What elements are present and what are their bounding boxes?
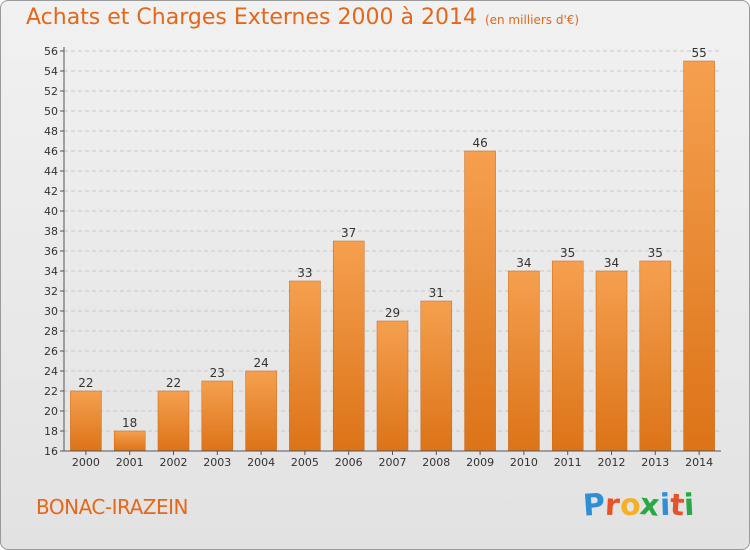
bar-2010 [508, 270, 540, 452]
x-tick-label-2000: 2000 [72, 456, 100, 469]
value-label-2011: 35 [560, 246, 575, 260]
y-tick-label: 18 [44, 425, 58, 438]
y-tick-label: 56 [44, 45, 58, 58]
value-label-2002: 22 [166, 376, 181, 390]
value-label-2005: 33 [297, 266, 312, 280]
y-tick-label: 42 [44, 185, 58, 198]
y-tick-label: 26 [44, 345, 58, 358]
value-label-2004: 24 [253, 356, 268, 370]
y-tick-label: 28 [44, 325, 58, 338]
bar-2002 [157, 390, 190, 452]
x-tick-label-2009: 2009 [466, 456, 494, 469]
bar-2009 [464, 150, 496, 452]
value-label-2000: 22 [78, 376, 93, 390]
value-label-2012: 34 [604, 256, 619, 270]
logo-letter: r [604, 487, 621, 524]
logo-letter: i [683, 487, 696, 524]
x-tick-label-2002: 2002 [160, 456, 188, 469]
x-tick-label-2012: 2012 [598, 456, 626, 469]
y-tick-label: 52 [44, 85, 58, 98]
y-tick-label: 40 [44, 205, 58, 218]
x-tick-label-2003: 2003 [203, 456, 231, 469]
x-tick-label-2008: 2008 [422, 456, 450, 469]
bar-2001 [113, 430, 146, 452]
x-tick-label-2004: 2004 [247, 456, 275, 469]
bar-2012 [595, 270, 628, 452]
bar-2007 [376, 320, 409, 452]
x-tick-label-2010: 2010 [510, 456, 538, 469]
y-tick-label: 20 [44, 405, 58, 418]
chart-subtitle: (en milliers d'€) [484, 13, 580, 27]
x-tick-label-2005: 2005 [291, 456, 319, 469]
y-tick-label: 32 [44, 285, 58, 298]
y-tick-label: 34 [44, 265, 58, 278]
logo-letter: P [581, 487, 607, 524]
value-label-2003: 23 [210, 366, 225, 380]
y-tick-label: 22 [44, 385, 58, 398]
x-tick-label-2013: 2013 [641, 456, 669, 469]
bar-2005 [289, 280, 321, 452]
chart-title-block: Achats et Charges Externes 2000 à 2014 (e… [26, 5, 579, 30]
x-tick-label-2001: 2001 [116, 456, 144, 469]
value-label-2013: 35 [648, 246, 663, 260]
chart-title: Achats et Charges Externes 2000 à 2014 [26, 5, 477, 30]
bar-2013 [639, 260, 672, 452]
logo-letter: x [638, 487, 662, 524]
value-label-2007: 29 [385, 306, 400, 320]
commune-name: BONAC-IRAZEIN [36, 495, 188, 519]
value-label-2010: 34 [516, 256, 531, 270]
y-tick-label: 38 [44, 225, 58, 238]
y-tick-label: 30 [44, 305, 58, 318]
y-tick-label: 16 [44, 445, 58, 458]
value-label-2001: 18 [122, 416, 137, 430]
x-tick-label-2007: 2007 [379, 456, 407, 469]
y-tick-label: 24 [44, 365, 58, 378]
value-label-2009: 46 [472, 136, 487, 150]
bar-2006 [332, 240, 365, 452]
bar-2000 [70, 390, 102, 452]
x-tick-label-2011: 2011 [554, 456, 582, 469]
y-tick-label: 46 [44, 145, 58, 158]
bar-2008 [420, 300, 453, 452]
bar-2011 [551, 260, 584, 452]
value-label-2008: 31 [429, 286, 444, 300]
value-label-2006: 37 [341, 226, 356, 240]
y-tick-label: 54 [44, 65, 58, 78]
y-tick-label: 44 [44, 165, 58, 178]
y-tick-label: 48 [44, 125, 58, 138]
proxiti-logo: Proxiti [581, 487, 696, 524]
y-tick-label: 50 [44, 105, 58, 118]
bar-2004 [245, 370, 277, 452]
bar-2003 [201, 380, 234, 452]
x-tick-label-2006: 2006 [335, 456, 363, 469]
bar-2014 [683, 60, 715, 452]
y-tick-label: 36 [44, 245, 58, 258]
value-label-2014: 55 [691, 46, 706, 60]
x-tick-label-2014: 2014 [685, 456, 713, 469]
